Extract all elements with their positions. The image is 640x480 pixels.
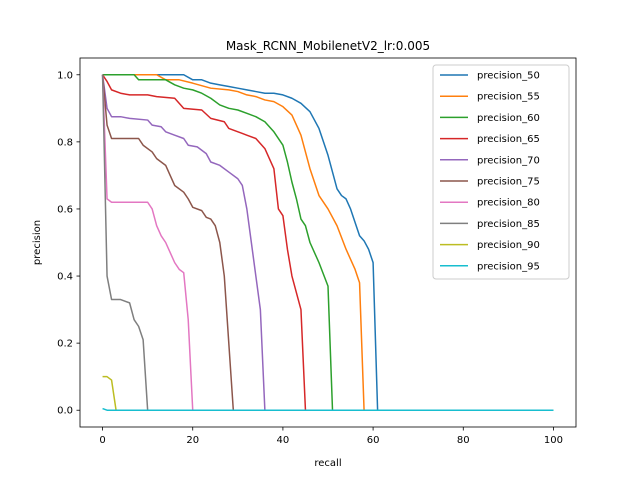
- series-line-precision_50: [102, 74, 554, 411]
- legend-label-precision_50: precision_50: [477, 71, 540, 82]
- y-tick-label: 1.0: [57, 70, 73, 81]
- y-tick-label: 0.4: [57, 272, 73, 283]
- series-line-precision_55: [102, 74, 554, 411]
- x-tick-label: 60: [367, 435, 380, 446]
- series-line-precision_70: [101, 74, 554, 411]
- legend-label-precision_85: precision_85: [477, 219, 540, 230]
- legend-label-precision_60: precision_60: [477, 113, 540, 124]
- y-axis-label: precision: [32, 220, 43, 265]
- series-line-precision_80: [101, 74, 554, 411]
- series-line-precision_95: [102, 407, 554, 411]
- legend: precision_50 precision_55 precision_60prec…: [432, 64, 570, 280]
- series-line-precision_60: [102, 74, 554, 411]
- x-tick-label: 40: [277, 435, 290, 446]
- series-line-precision_75: [101, 74, 554, 411]
- legend-label-precision_95: precision_95: [477, 261, 540, 272]
- x-tick-label: 100: [544, 435, 563, 446]
- plot-frame: [79, 57, 577, 428]
- x-tick-label: 0: [99, 435, 105, 446]
- series-line-precision_85: [101, 74, 554, 411]
- legend-frame: [432, 64, 570, 280]
- x-axis: 0 20 40 60 80 100: [99, 427, 563, 446]
- x-tick-label: 80: [457, 435, 470, 446]
- y-tick-label: 0.2: [57, 339, 73, 350]
- legend-label-precision_55: precision_55: [477, 92, 540, 103]
- y-tick-label: 0.0: [57, 406, 73, 417]
- legend-label-precision_65: precision_65: [477, 134, 540, 145]
- legend-label-precision_70: precision_70: [477, 155, 540, 166]
- y-axis: 0.0 0.2 0.4 0.6 0.8 1.0: [57, 70, 80, 417]
- y-tick-label: 0.8: [57, 137, 73, 148]
- series-layer: [101, 74, 554, 411]
- y-tick-label: 0.6: [57, 204, 73, 215]
- legend-label-precision_90: precision_90: [477, 240, 540, 251]
- series-line-precision_65: [101, 74, 554, 411]
- x-tick-label: 20: [186, 435, 199, 446]
- legend-items: precision_50 precision_55 precision_60prec…: [440, 71, 540, 272]
- chart-title: Mask_RCNN_MobilenetV2_lr:0.005: [226, 39, 430, 53]
- legend-label-precision_80: precision_80: [477, 198, 540, 209]
- legend-label-precision_75: precision_75: [477, 177, 540, 188]
- x-axis-label: recall: [314, 458, 341, 469]
